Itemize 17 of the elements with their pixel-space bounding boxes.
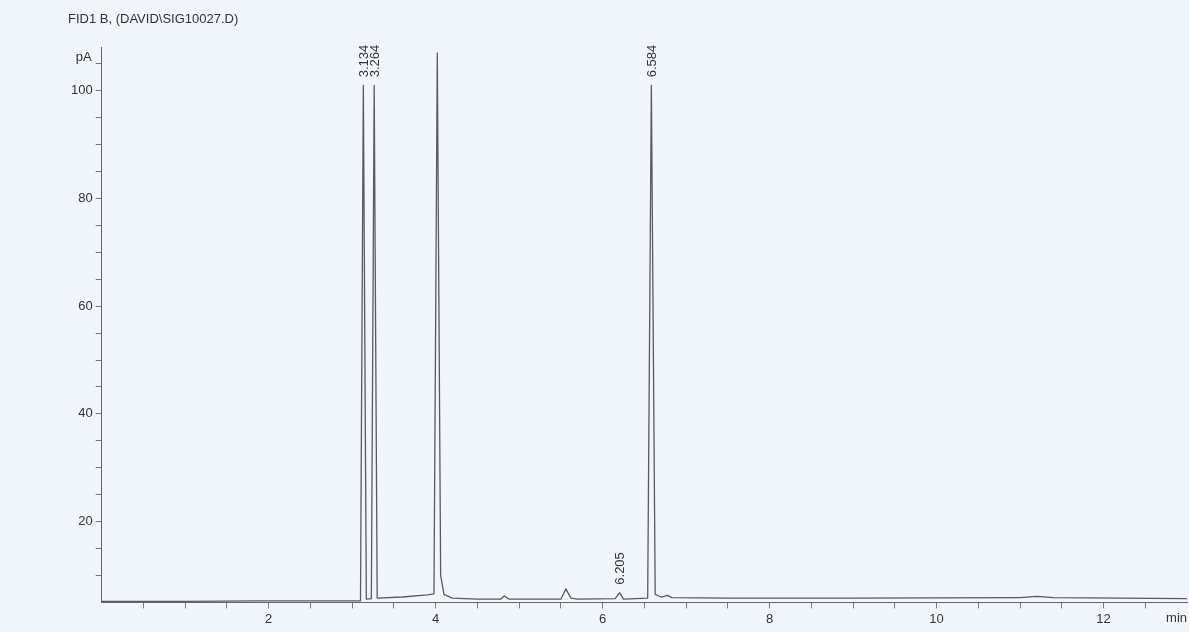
x-tick-label: 8 (765, 610, 774, 626)
y-tick-label: 100 (70, 82, 93, 98)
x-tick-label: 4 (432, 610, 440, 626)
x-tick-label: 10 (929, 610, 944, 626)
annotation: 6.205 (612, 552, 628, 585)
y-tick-label: 20 (78, 513, 93, 529)
y-tick-label: 80 (78, 190, 93, 205)
x-tick-label: 6 (598, 610, 607, 626)
chart-title: FID1 B, (DAVID\SIG10027.D) (68, 11, 239, 27)
x-tick-label: 12 (1096, 610, 1111, 626)
x-tick-label: 2 (265, 610, 273, 626)
annotation: 3.134 (355, 44, 371, 78)
x-axis-title: min (1166, 610, 1187, 626)
y-tick-label: 40 (78, 405, 93, 421)
y-axis-title: pA (75, 49, 93, 65)
y-tick-label: 60 (78, 297, 93, 313)
annotation: 6.584 (643, 44, 659, 78)
